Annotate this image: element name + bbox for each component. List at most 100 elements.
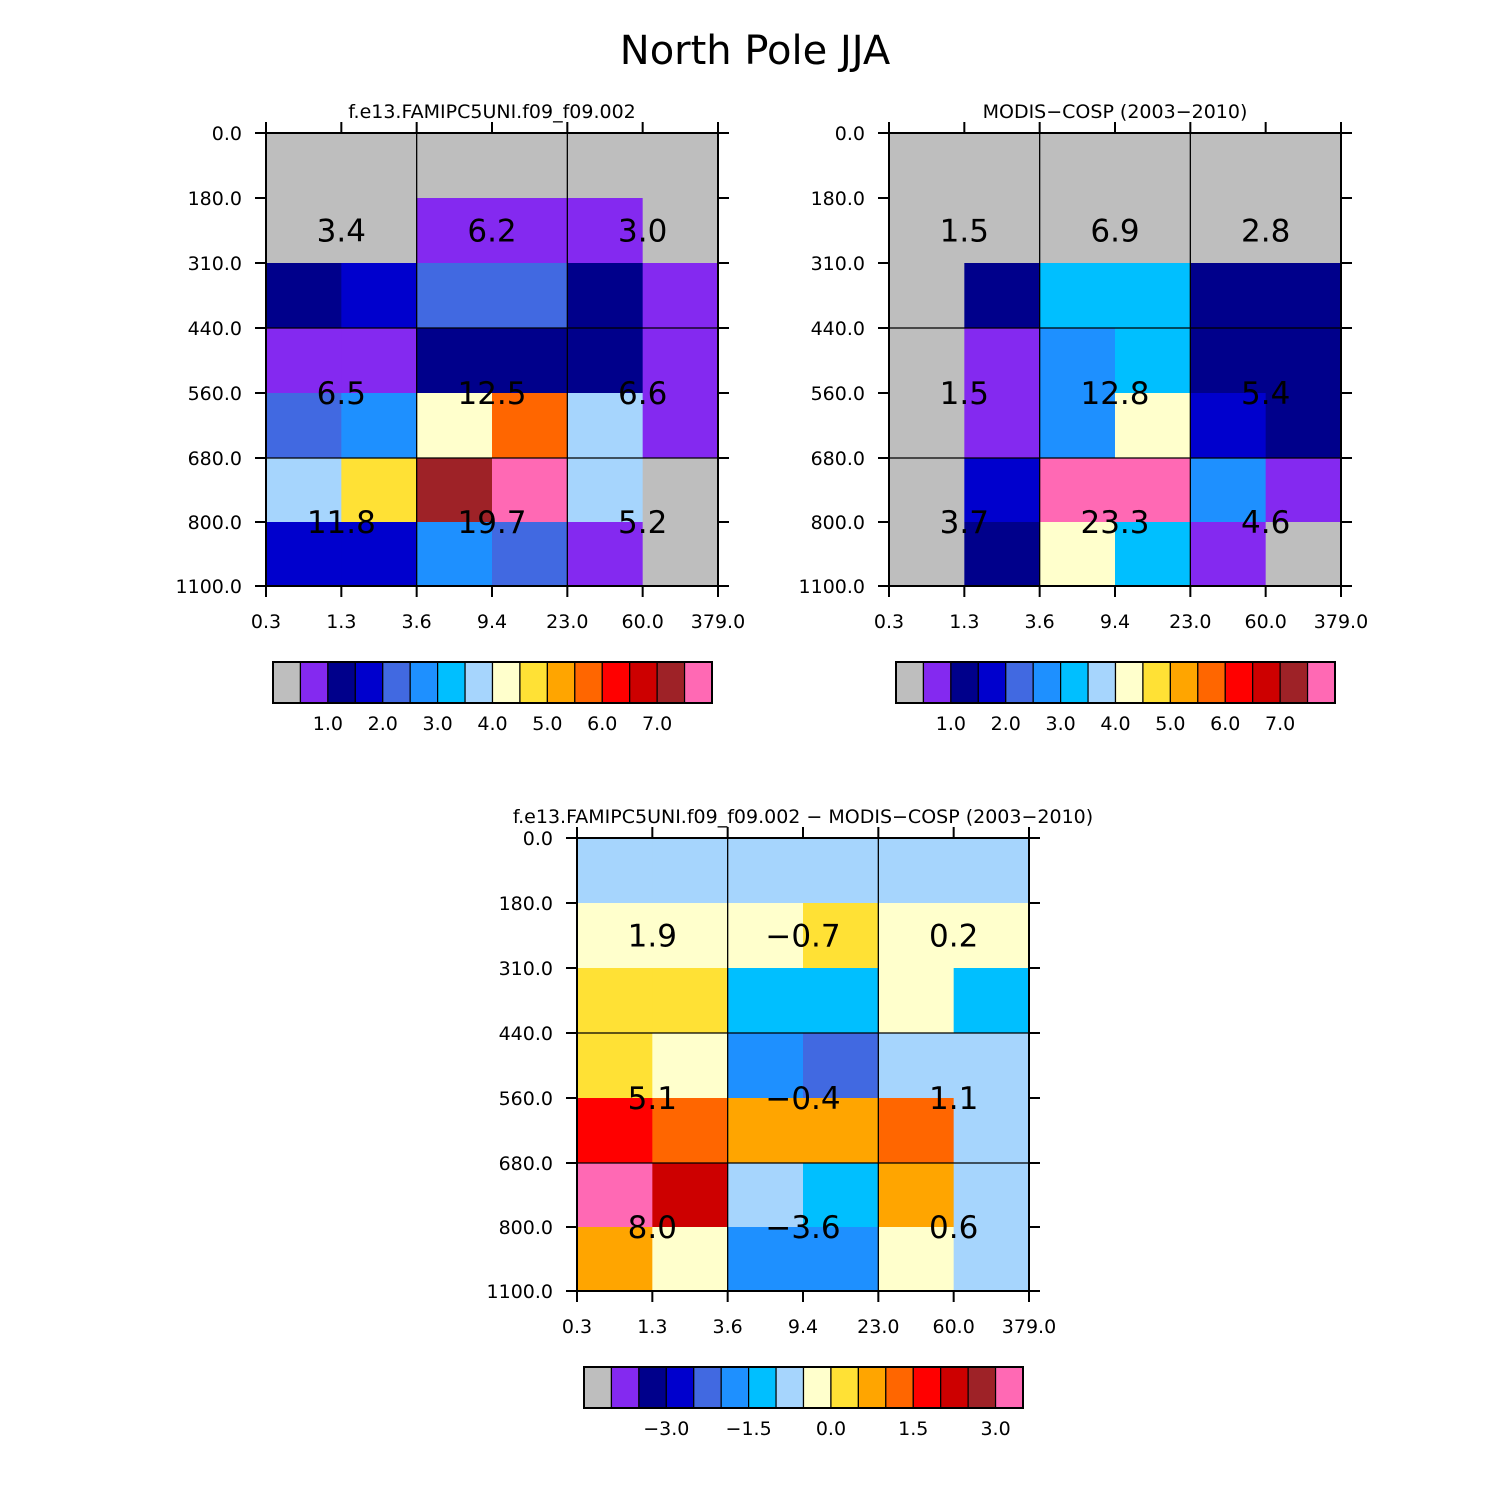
heatmap-cell	[567, 198, 644, 264]
block-value-label: 0.6	[929, 1210, 978, 1246]
colorbar-swatch	[1005, 661, 1034, 704]
colorbar-swatch	[574, 661, 603, 704]
heatmap-cell	[803, 1163, 879, 1228]
x-tick-label: 23.0	[1169, 611, 1211, 633]
heatmap-cell	[727, 968, 804, 1034]
colorbar-swatch	[629, 661, 658, 704]
colorbar-swatch	[775, 1366, 805, 1409]
heatmap-cell	[889, 458, 965, 523]
heatmap-cell	[642, 133, 719, 199]
y-tick-label: 560.0	[188, 383, 242, 405]
heatmap-cell	[1265, 393, 1342, 459]
heatmap-cell	[567, 522, 644, 587]
heatmap-cell	[1039, 393, 1116, 459]
colorbar-swatch	[895, 661, 925, 704]
heatmap-cell	[266, 522, 342, 587]
heatmap-cell	[1190, 133, 1267, 199]
heatmap-cell	[492, 393, 568, 459]
colorbar-tick-label: −3.0	[643, 1418, 689, 1440]
colorbar-swatch	[857, 1366, 887, 1409]
heatmap-cell	[266, 328, 342, 394]
colorbar-swatch	[583, 1366, 613, 1409]
colorbar-swatch	[967, 1366, 997, 1409]
colorbar-swatch	[912, 1366, 942, 1409]
heatmap-cell	[803, 838, 879, 904]
heatmap-cell	[727, 1227, 804, 1292]
x-tick-label: 379.0	[1002, 1316, 1056, 1338]
x-tick-label: 0.3	[874, 611, 904, 633]
colorbar-tick-label: 2.0	[991, 713, 1021, 735]
y-tick-label: 1100.0	[799, 576, 865, 598]
heatmap-cell	[727, 1163, 804, 1228]
colorbar-tick-label: −1.5	[726, 1418, 772, 1440]
heatmap-cell	[567, 393, 644, 459]
heatmap-cell	[642, 263, 719, 329]
colorbar-tick-label: 1.0	[313, 713, 343, 735]
x-tick-label: 3.6	[713, 1316, 743, 1338]
panel-title: f.e13.FAMIPC5UNI.f09_f09.002	[348, 101, 636, 123]
colorbar-swatch	[1087, 661, 1117, 704]
colorbar-tick-label: 5.0	[532, 713, 562, 735]
heatmap-cell	[341, 458, 418, 523]
heatmap-cell	[567, 328, 644, 394]
y-tick-label: 440.0	[188, 318, 242, 340]
colorbar-swatch	[327, 661, 356, 704]
colorbar-swatch	[683, 661, 713, 704]
y-tick-label: 560.0	[811, 383, 865, 405]
heatmap-cell	[953, 1098, 1030, 1164]
x-tick-label: 3.6	[402, 611, 432, 633]
heatmap-cell	[492, 458, 568, 523]
y-tick-label: 310.0	[811, 253, 865, 275]
block-value-label: 5.4	[1241, 376, 1290, 412]
heatmap-cell	[953, 838, 1030, 904]
colorbar-swatch	[1169, 661, 1199, 704]
colorbar-swatch	[491, 661, 521, 704]
x-tick-label: 0.3	[562, 1316, 592, 1338]
heatmap-cell	[953, 1227, 1030, 1292]
heatmap-cell	[416, 263, 493, 329]
colorbar-swatch	[519, 661, 548, 704]
x-tick-label: 23.0	[857, 1316, 899, 1338]
x-tick-label: 1.3	[637, 1316, 667, 1338]
colorbar-swatch	[601, 661, 631, 704]
heatmap-cell	[1190, 522, 1267, 587]
heatmap-cell	[964, 263, 1041, 329]
x-tick-label: 23.0	[546, 611, 588, 633]
colorbar-swatch	[1142, 661, 1171, 704]
colorbar-frame	[895, 661, 1336, 704]
heatmap-cell	[416, 522, 493, 587]
heatmap-cell	[878, 1033, 955, 1099]
block-value-label: 6.9	[1090, 214, 1139, 250]
block-value-label: 6.6	[618, 376, 667, 412]
heatmap-cell	[878, 1098, 955, 1164]
block-value-label: 6.2	[467, 214, 516, 250]
y-tick-label: 800.0	[499, 1217, 553, 1239]
block-value-label: −0.7	[765, 919, 840, 955]
heatmap-cell	[1265, 263, 1342, 329]
y-tick-label: 180.0	[188, 188, 242, 210]
colorbar-tick-label: 2.0	[368, 713, 398, 735]
heatmap-cell	[492, 328, 568, 394]
heatmap-cell	[1115, 328, 1191, 394]
colorbar-swatch	[299, 661, 329, 704]
heatmap-cell	[642, 328, 719, 394]
heatmap-cell	[1190, 458, 1267, 523]
heatmap-cell	[953, 903, 1030, 969]
x-tick-label: 1.3	[949, 611, 979, 633]
panel-model: f.e13.FAMIPC5UNI.f09_f09.002 0.0 180.0 310.…	[176, 101, 746, 735]
block-value-label: −0.4	[765, 1081, 840, 1117]
y-tick-label: 1100.0	[176, 576, 242, 598]
colorbar-swatch	[382, 661, 411, 704]
colorbar-swatch	[802, 1366, 832, 1409]
colorbar-swatch	[272, 661, 302, 704]
colorbar-tick-label: 1.5	[898, 1418, 928, 1440]
block-value-label: 4.6	[1241, 505, 1290, 541]
heatmap-cell	[1265, 328, 1342, 394]
colorbar-swatch	[720, 1366, 750, 1409]
x-tick-label: 1.3	[326, 611, 356, 633]
heatmap-cell	[964, 133, 1041, 199]
colorbar: 1.0 2.0 3.0 4.0 5.0 6.0 7.0	[895, 661, 1336, 735]
heatmap-cell	[1190, 328, 1267, 394]
y-tick-label: 440.0	[499, 1023, 553, 1045]
heatmap-cell	[964, 458, 1041, 523]
